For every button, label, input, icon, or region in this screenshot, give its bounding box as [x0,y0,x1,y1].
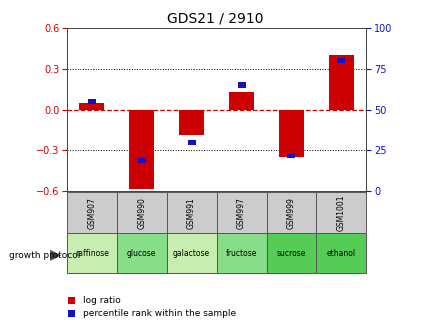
Text: ethanol: ethanol [326,249,355,258]
Text: percentile rank within the sample: percentile rank within the sample [83,309,236,318]
Text: growth protocol: growth protocol [9,251,80,260]
Bar [79,103,104,110]
FancyBboxPatch shape [117,233,166,273]
FancyBboxPatch shape [117,192,166,234]
Text: GSM991: GSM991 [187,197,196,229]
Bar [328,55,353,110]
FancyBboxPatch shape [316,192,366,234]
Bar [237,82,245,88]
FancyBboxPatch shape [316,233,366,273]
FancyBboxPatch shape [266,192,316,234]
FancyBboxPatch shape [67,233,117,273]
Bar [137,158,145,163]
Bar [278,110,303,157]
Bar [68,297,75,304]
Bar [88,99,95,104]
Text: GSM997: GSM997 [237,197,246,229]
Text: GSM999: GSM999 [286,197,295,229]
Text: galactose: galactose [173,249,210,258]
FancyBboxPatch shape [67,192,117,234]
FancyBboxPatch shape [166,233,216,273]
Text: raffinose: raffinose [75,249,108,258]
Bar [179,110,204,135]
Bar [187,140,195,145]
Text: glucose: glucose [127,249,156,258]
Text: log ratio: log ratio [83,296,121,305]
Bar [228,92,253,110]
Polygon shape [50,250,61,261]
Bar [68,310,75,317]
Text: sucrose: sucrose [276,249,305,258]
FancyBboxPatch shape [216,192,266,234]
Text: GSM990: GSM990 [137,197,146,229]
FancyBboxPatch shape [166,192,216,234]
Text: GSM907: GSM907 [87,197,96,229]
Bar [337,58,344,63]
Text: fructose: fructose [225,249,257,258]
FancyBboxPatch shape [216,233,266,273]
Text: GDS21 / 2910: GDS21 / 2910 [167,11,263,26]
Bar [129,110,154,189]
Bar [287,153,295,158]
Text: GSM1001: GSM1001 [336,195,345,231]
FancyBboxPatch shape [266,233,316,273]
